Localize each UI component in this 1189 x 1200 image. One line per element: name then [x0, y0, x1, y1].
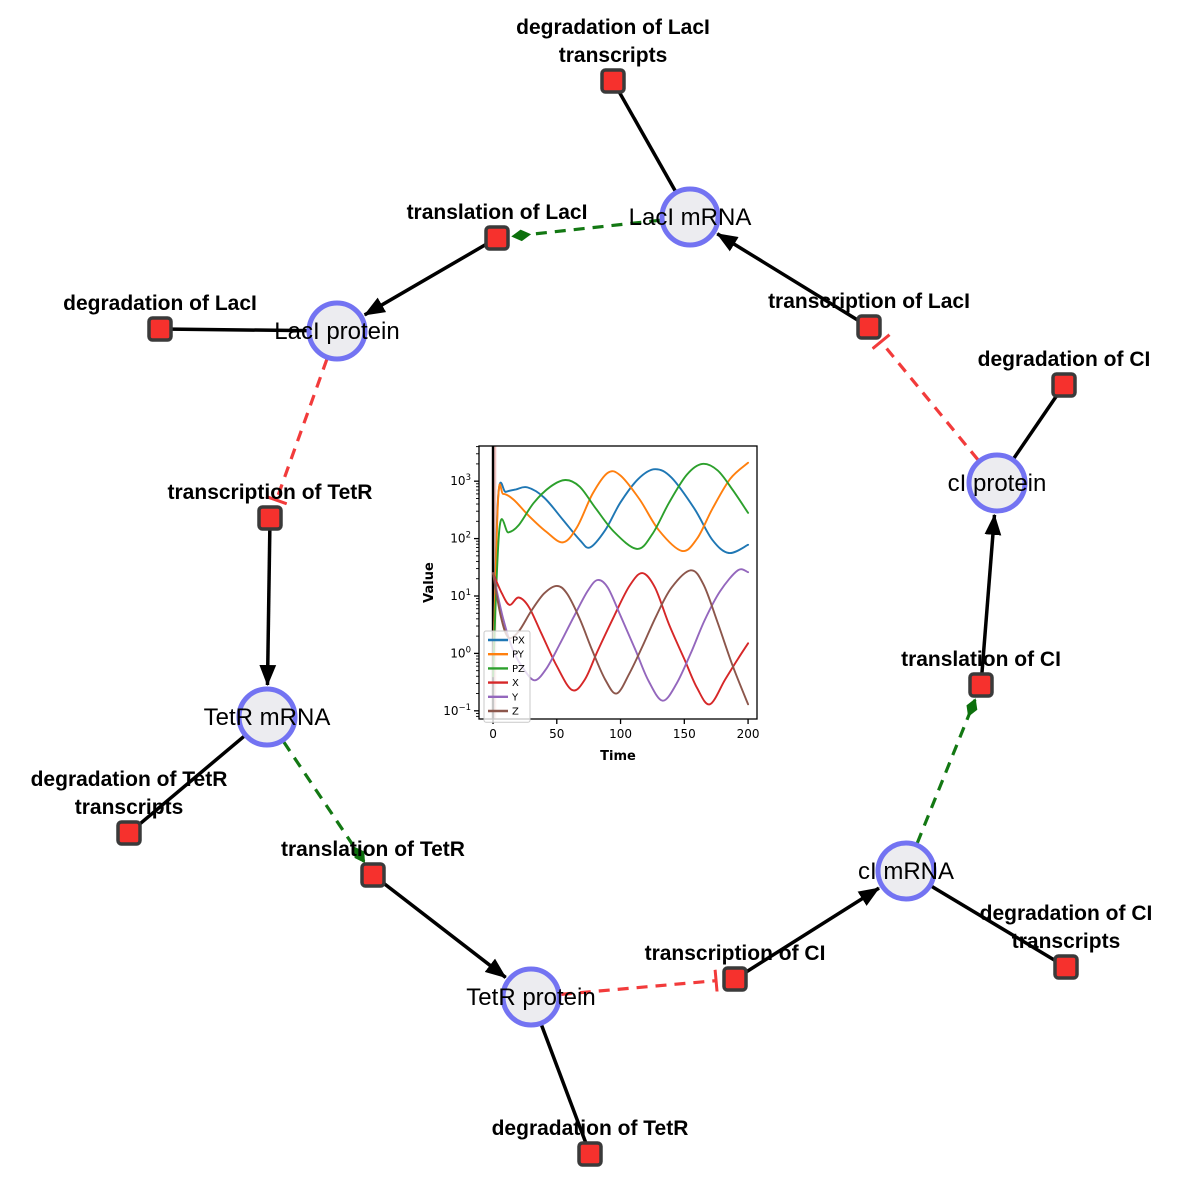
- edge-product-transl_laci-laci_protein: [363, 242, 488, 317]
- x-tick-label: 50: [549, 727, 564, 741]
- reaction-label-deg_laci: degradation of LacI: [63, 292, 257, 315]
- species-label-tetr_mrna: TetR mRNA: [204, 704, 331, 731]
- curves-layer: [492, 461, 750, 706]
- y-tick-label: 103: [450, 473, 471, 488]
- edge-reactant-laci_mrna-deg_laci_tr: [617, 90, 677, 192]
- reaction-node-transl_laci[interactable]: [484, 225, 510, 251]
- reaction-label-transl_laci: translation of LacI: [407, 201, 588, 224]
- species-label-ci_mrna: cI mRNA: [858, 858, 954, 885]
- species-node-laci_protein[interactable]: [306, 300, 368, 362]
- y-axis-title: Value: [422, 562, 437, 603]
- series-line-PX: [492, 468, 750, 678]
- reaction-label-transc_ci: transcription of CI: [645, 942, 826, 965]
- reaction-label-deg_tetr_tr: degradation of TetR: [31, 768, 228, 791]
- y-tick-label: 101: [450, 588, 471, 603]
- reaction-node-deg_laci[interactable]: [147, 316, 173, 342]
- species-node-ci_protein[interactable]: [966, 452, 1028, 514]
- edge-product-transl_ci-ci_protein: [980, 513, 1002, 674]
- edge-product-transc_ci-ci_mrna: [744, 886, 880, 975]
- reaction-label-deg_ci_tr: transcripts: [1012, 930, 1121, 953]
- y-tick-label: 102: [450, 531, 471, 546]
- species-label-laci_protein: LacI protein: [274, 318, 399, 345]
- reaction-node-deg_laci_tr[interactable]: [600, 68, 626, 94]
- edge-reactant-tetr_mrna-deg_tetr_tr: [137, 734, 246, 827]
- species-label-ci_protein: cI protein: [948, 470, 1047, 497]
- edge-product-transc_tetr-tetr_mrna: [259, 529, 277, 687]
- edge-modifier-ci_mrna-transl_ci: [915, 698, 978, 844]
- series-line-PZ: [492, 462, 750, 678]
- edge-modifier-laci_mrna-transl_laci: [511, 218, 661, 242]
- labels-layer: degradation of LacI transcripts translatio…: [31, 16, 1153, 1140]
- x-tick-label: 0: [489, 727, 497, 741]
- reaction-node-transl_ci[interactable]: [968, 672, 994, 698]
- edge-reactant-ci_mrna-deg_ci_tr: [930, 884, 1057, 963]
- y-tick-label: 10−1: [443, 703, 471, 718]
- reaction-label-deg_laci_tr: transcripts: [559, 44, 668, 67]
- legend-label-X: X: [512, 678, 519, 689]
- series-line-PY: [492, 461, 750, 678]
- edge-reactant-laci_protein-deg_laci: [171, 327, 308, 333]
- reaction-node-transc_laci[interactable]: [856, 314, 882, 340]
- reaction-node-deg_tetr_tr[interactable]: [116, 820, 142, 846]
- reaction-label-deg_laci_tr: degradation of LacI: [516, 16, 710, 39]
- species-node-ci_mrna[interactable]: [875, 840, 937, 902]
- x-tick-label: 150: [673, 727, 696, 741]
- species-label-tetr_protein: TetR protein: [466, 984, 595, 1011]
- edge-reactant-ci_protein-deg_ci: [1012, 393, 1059, 460]
- reaction-node-deg_ci_tr[interactable]: [1053, 954, 1079, 980]
- reaction-label-deg_tetr: degradation of TetR: [492, 1117, 689, 1140]
- species-node-laci_mrna[interactable]: [659, 186, 721, 248]
- edge-product-transc_laci-laci_mrna: [716, 232, 860, 323]
- y-tick-label: 100: [450, 645, 471, 660]
- edge-reactant-tetr_protein-deg_tetr: [539, 1024, 588, 1144]
- reaction-label-transl_tetr: translation of TetR: [281, 838, 465, 861]
- legend-label-Y: Y: [511, 692, 519, 703]
- edges-layer: [137, 90, 1059, 1144]
- reaction-node-transc_ci[interactable]: [722, 966, 748, 992]
- legend-label-PY: PY: [512, 650, 525, 661]
- x-tick-label: 100: [609, 727, 632, 741]
- reaction-label-deg_ci_tr: degradation of CI: [980, 902, 1153, 925]
- edge-inhibition-ci_protein-transc_laci: [871, 333, 980, 461]
- plot-legend: PX PY PZ XYZ: [483, 630, 531, 723]
- legend-label-PZ: PZ: [512, 664, 525, 675]
- species-node-tetr_protein[interactable]: [500, 966, 562, 1028]
- reaction-node-transl_tetr[interactable]: [360, 862, 386, 888]
- edge-modifier-tetr_mrna-transl_tetr: [282, 741, 366, 864]
- reaction-node-transc_tetr[interactable]: [257, 505, 283, 531]
- x-tick-label: 200: [737, 727, 760, 741]
- species-label-laci_mrna: LacI mRNA: [629, 204, 752, 231]
- reaction-label-deg_ci: degradation of CI: [978, 348, 1151, 371]
- reaction-node-deg_ci[interactable]: [1051, 372, 1077, 398]
- edge-inhibition-laci_protein-transc_tetr: [265, 358, 329, 506]
- inset-plot: 0 50 100 150 20010−1100101102103TimeValuePXP…: [422, 445, 760, 764]
- nodes-layer: [116, 68, 1079, 1167]
- series-line-Z: [492, 569, 750, 706]
- series-line-X: [492, 572, 750, 706]
- reaction-label-transc_laci: transcription of LacI: [768, 290, 970, 313]
- edge-inhibition-tetr_protein-transc_ci: [560, 969, 719, 996]
- reaction-label-transc_tetr: transcription of TetR: [168, 481, 373, 504]
- plot-frame: [478, 445, 758, 720]
- reaction-node-deg_tetr[interactable]: [577, 1141, 603, 1167]
- reaction-label-transl_ci: translation of CI: [901, 648, 1061, 671]
- species-node-tetr_mrna[interactable]: [236, 686, 298, 748]
- legend-label-Z: Z: [512, 707, 519, 718]
- legend-label-PX: PX: [512, 636, 525, 647]
- reaction-label-deg_tetr_tr: transcripts: [75, 796, 184, 819]
- x-axis-title: Time: [600, 749, 636, 764]
- edge-product-transl_tetr-tetr_protein: [381, 880, 507, 979]
